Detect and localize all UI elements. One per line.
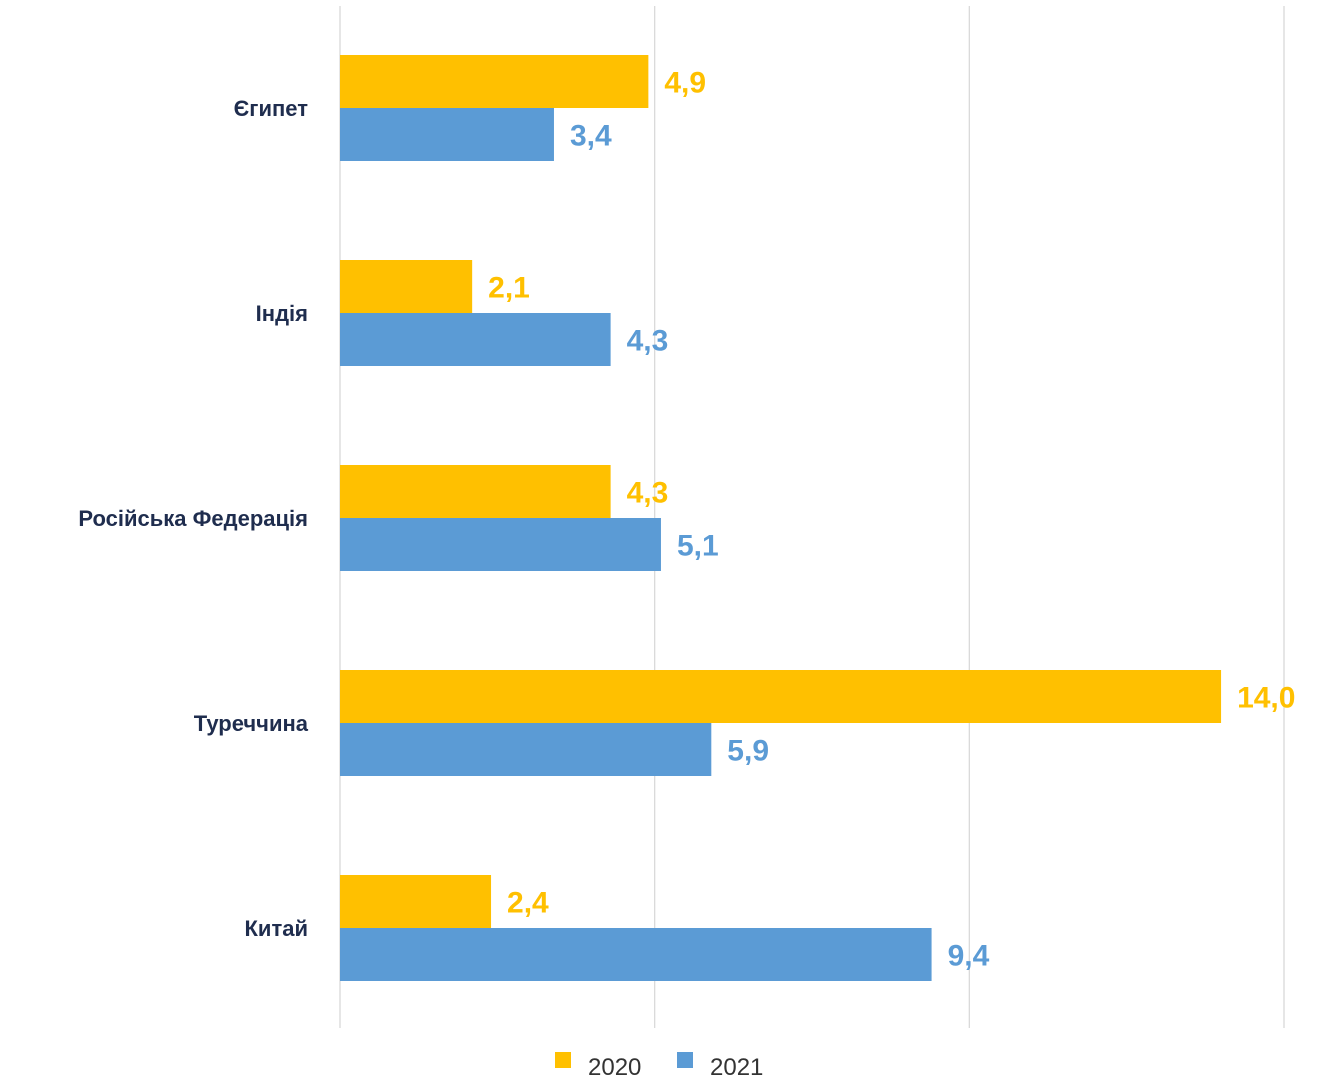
bar-2020-3	[340, 670, 1222, 723]
bar-2020-0	[340, 55, 649, 108]
bar-2020-4	[340, 875, 492, 928]
legend-label-2021: 2021	[710, 1054, 763, 1079]
bar-2020-1	[340, 260, 473, 313]
bar-2021-4	[340, 928, 932, 981]
bar-2020-2	[340, 465, 611, 518]
legend-item-2021: 2021	[677, 1052, 763, 1079]
bar-2021-2	[340, 518, 661, 571]
data-label-2020-3: 14,0	[1237, 682, 1295, 715]
data-label-2021-0: 3,4	[570, 120, 612, 153]
category-labels: Єгипет Індія Російська Федерація Туреччина К…	[78, 96, 308, 941]
data-label-2021-3: 5,9	[727, 735, 769, 768]
legend-swatch-2021	[677, 1052, 693, 1068]
data-label-2021-1: 4,3	[627, 325, 669, 358]
data-label-2020-1: 2,1	[488, 272, 530, 305]
data-label-2020-4: 2,4	[507, 887, 549, 920]
data-label-2020-2: 4,3	[627, 477, 669, 510]
bars	[340, 55, 1222, 981]
category-label-2: Російська Федерація	[78, 506, 308, 531]
data-labels: 4,93,42,14,34,35,114,05,92,49,4	[488, 67, 1295, 973]
legend-swatch-2020	[555, 1052, 571, 1068]
data-label-2020-0: 4,9	[664, 67, 706, 100]
data-label-2021-4: 9,4	[948, 940, 990, 973]
category-label-3: Туреччина	[194, 711, 309, 736]
category-label-0: Єгипет	[234, 96, 309, 121]
legend: 2020 2021	[555, 1052, 763, 1079]
bar-2021-1	[340, 313, 611, 366]
legend-label-2020: 2020	[588, 1054, 641, 1079]
category-label-1: Індія	[256, 301, 308, 326]
legend-item-2020: 2020	[555, 1052, 641, 1079]
bar-2021-0	[340, 108, 554, 161]
category-label-4: Китай	[245, 916, 309, 941]
data-label-2021-2: 5,1	[677, 530, 719, 563]
bar-2021-3	[340, 723, 712, 776]
